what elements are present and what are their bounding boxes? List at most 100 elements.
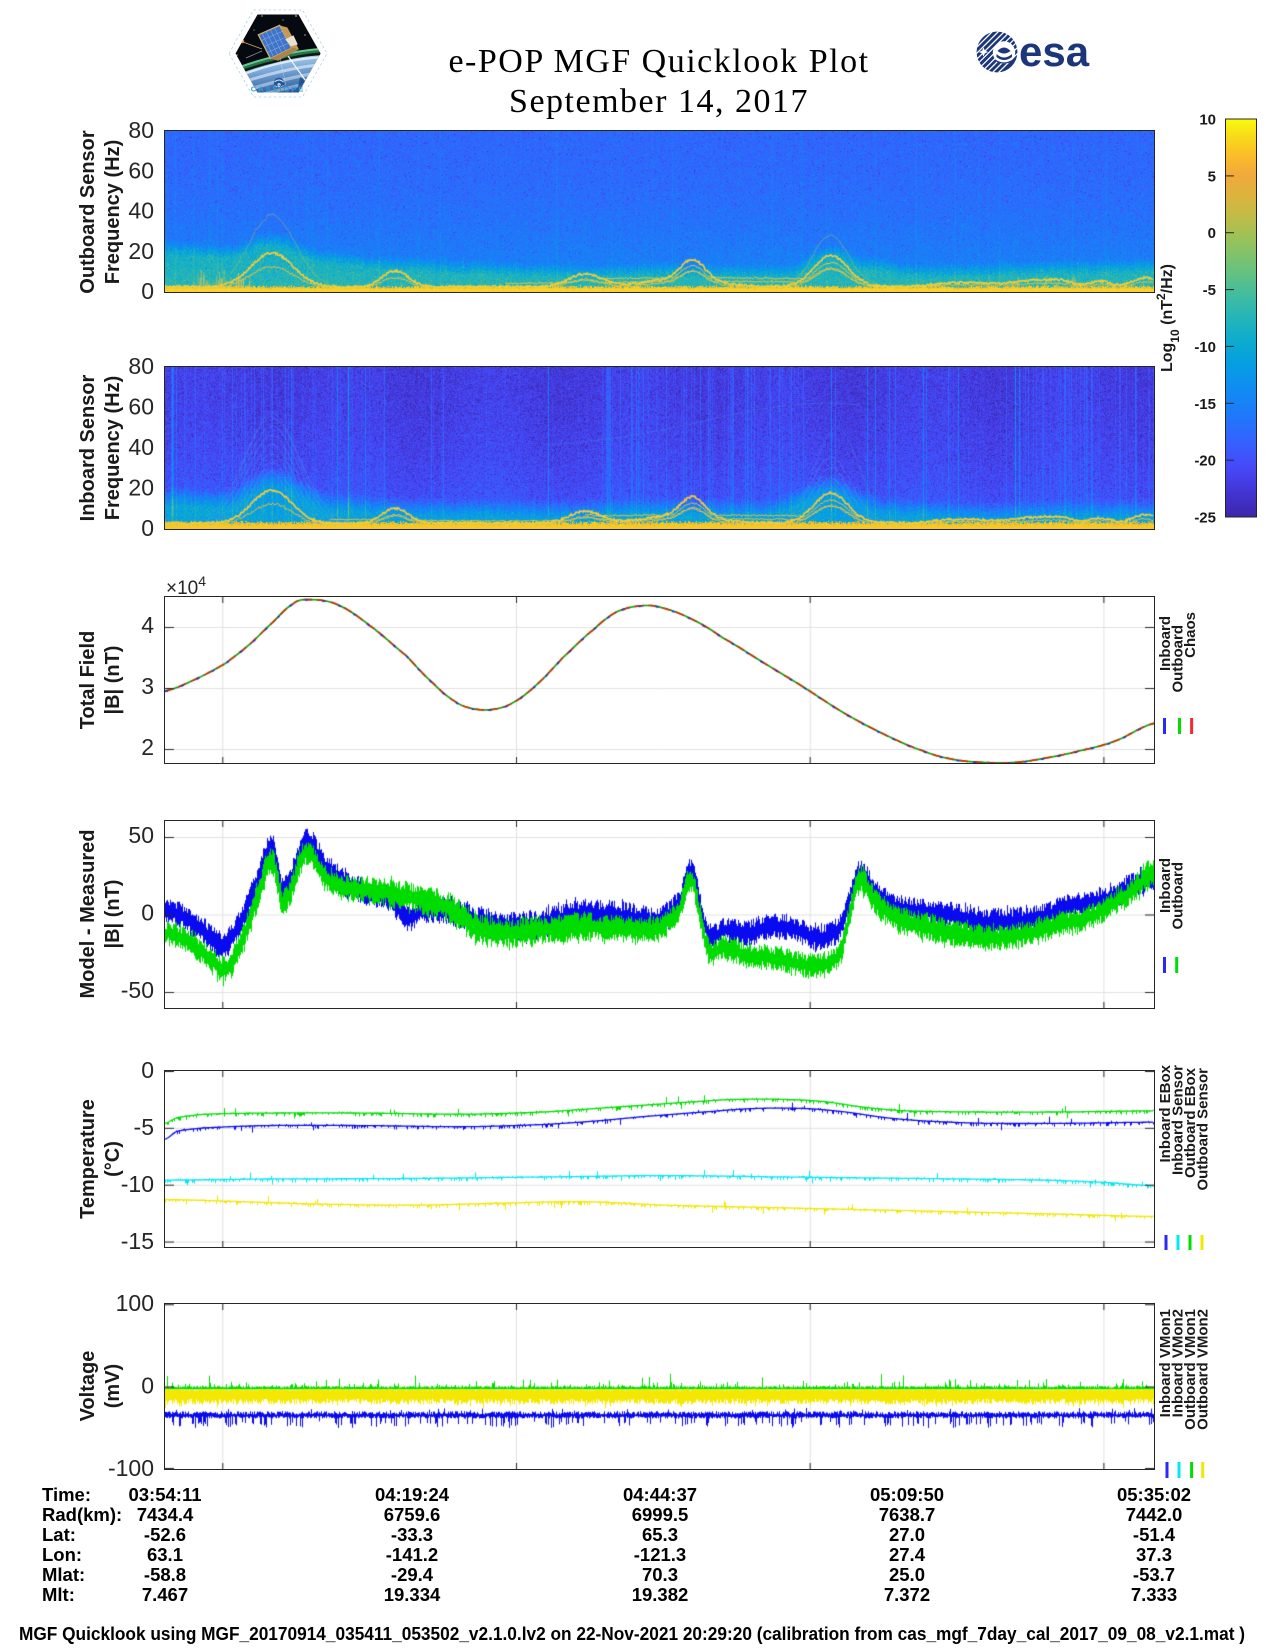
svg-text:Outboard: Outboard — [1170, 625, 1187, 693]
svg-text:7.372: 7.372 — [884, 1584, 930, 1605]
svg-text:0: 0 — [141, 278, 154, 304]
svg-text:esa: esa — [1019, 28, 1090, 75]
svg-text:20: 20 — [128, 238, 154, 264]
svg-text:19.382: 19.382 — [632, 1584, 689, 1605]
svg-text:-5: -5 — [1203, 282, 1216, 299]
svg-text:Inboard Sensor: Inboard Sensor — [77, 374, 99, 521]
svg-text:-50: -50 — [121, 977, 154, 1003]
svg-text:03:54:11: 03:54:11 — [128, 1484, 201, 1505]
svg-text:-53.7: -53.7 — [1133, 1564, 1175, 1585]
svg-text:|B| (nT): |B| (nT) — [102, 646, 124, 715]
svg-text:-10: -10 — [1194, 339, 1216, 356]
svg-text:20: 20 — [128, 475, 154, 501]
svg-text:(mV): (mV) — [102, 1364, 124, 1408]
svg-text:-51.4: -51.4 — [1133, 1524, 1176, 1545]
svg-text:27.0: 27.0 — [889, 1524, 925, 1545]
svg-text:Inboard Sensor: Inboard Sensor — [1170, 1065, 1187, 1175]
svg-text:5: 5 — [1208, 168, 1216, 185]
svg-text:Outboard VMon1: Outboard VMon1 — [1182, 1309, 1199, 1430]
svg-text:0: 0 — [141, 900, 154, 926]
svg-text:Frequency (Hz): Frequency (Hz) — [102, 376, 124, 520]
svg-text:6999.5: 6999.5 — [632, 1504, 689, 1525]
svg-text:Inboard VMon2: Inboard VMon2 — [1170, 1309, 1187, 1417]
svg-text:80: 80 — [128, 117, 154, 143]
svg-text:|B| (nT): |B| (nT) — [102, 880, 124, 949]
svg-text:×104: ×104 — [166, 573, 206, 599]
svg-text:6759.6: 6759.6 — [384, 1504, 441, 1525]
svg-text:40: 40 — [128, 198, 154, 224]
svg-text:-10: -10 — [121, 1171, 154, 1197]
svg-text:-100: -100 — [108, 1455, 154, 1481]
svg-text:10: 10 — [1199, 112, 1216, 129]
svg-text:37.3: 37.3 — [1136, 1544, 1172, 1565]
svg-text:0: 0 — [141, 1057, 154, 1083]
svg-text:0: 0 — [1208, 225, 1216, 242]
svg-text:-121.3: -121.3 — [634, 1544, 686, 1565]
svg-text:Chaos: Chaos — [1182, 612, 1199, 658]
svg-text:-29.4: -29.4 — [391, 1564, 434, 1585]
svg-text:05:09:50: 05:09:50 — [870, 1484, 944, 1505]
svg-text:-52.6: -52.6 — [144, 1524, 186, 1545]
svg-text:70.3: 70.3 — [642, 1564, 678, 1585]
svg-text:Frequency (Hz): Frequency (Hz) — [102, 140, 124, 284]
svg-text:25.0: 25.0 — [889, 1564, 925, 1585]
svg-text:3: 3 — [141, 673, 154, 699]
svg-text:60: 60 — [128, 394, 154, 420]
svg-text:-5: -5 — [134, 1114, 154, 1140]
svg-text:0: 0 — [141, 515, 154, 541]
svg-text:-15: -15 — [1194, 396, 1216, 413]
svg-text:-141.2: -141.2 — [386, 1544, 438, 1565]
svg-text:Inboard EBox: Inboard EBox — [1157, 1064, 1174, 1162]
svg-text:4: 4 — [141, 612, 154, 638]
svg-text:7434.4: 7434.4 — [137, 1504, 194, 1525]
svg-text:(°C): (°C) — [102, 1141, 124, 1177]
svg-text:Inboard: Inboard — [1157, 858, 1174, 913]
svg-text:80: 80 — [128, 353, 154, 379]
svg-text:Outboard Sensor: Outboard Sensor — [1195, 1068, 1212, 1191]
svg-text:-58.8: -58.8 — [144, 1564, 186, 1585]
svg-text:-15: -15 — [121, 1228, 154, 1254]
svg-text:e: e — [277, 82, 281, 89]
svg-text:Outboard: Outboard — [1170, 862, 1187, 930]
svg-text:Mlt:: Mlt: — [42, 1584, 75, 1605]
svg-text:Lon:: Lon: — [42, 1544, 82, 1565]
svg-text:Mlat:: Mlat: — [42, 1564, 85, 1585]
svg-text:Lat:: Lat: — [42, 1524, 76, 1545]
svg-text:Outboard Sensor: Outboard Sensor — [77, 130, 99, 294]
svg-text:40: 40 — [128, 434, 154, 460]
svg-text:27.4: 27.4 — [889, 1544, 926, 1565]
svg-text:65.3: 65.3 — [642, 1524, 678, 1545]
svg-text:04:19:24: 04:19:24 — [375, 1484, 450, 1505]
svg-text:7.467: 7.467 — [142, 1584, 188, 1605]
svg-text:Inboard: Inboard — [1157, 616, 1174, 671]
svg-text:50: 50 — [128, 822, 154, 848]
svg-text:Temperature: Temperature — [77, 1099, 99, 1219]
svg-text:-20: -20 — [1194, 453, 1216, 470]
svg-text:Outboard VMon2: Outboard VMon2 — [1195, 1309, 1212, 1430]
svg-text:Log10 (nT2/Hz): Log10 (nT2/Hz) — [1154, 264, 1182, 372]
svg-text:Rad(km):: Rad(km): — [42, 1504, 122, 1525]
svg-text:CASSIOPE: CASSIOPE — [251, 85, 305, 94]
svg-text:Inboard VMon1: Inboard VMon1 — [1157, 1309, 1174, 1417]
svg-text:2: 2 — [141, 734, 154, 760]
svg-text:05:35:02: 05:35:02 — [1117, 1484, 1191, 1505]
svg-text:7.333: 7.333 — [1131, 1584, 1177, 1605]
svg-text:60: 60 — [128, 157, 154, 183]
svg-text:e-POP MGF Quicklook Plot: e-POP MGF Quicklook Plot — [448, 43, 869, 80]
svg-text:-33.3: -33.3 — [391, 1524, 433, 1545]
svg-text:Voltage: Voltage — [77, 1351, 99, 1422]
svg-text:MGF Quicklook using MGF_201709: MGF Quicklook using MGF_20170914_035411_… — [19, 1624, 1245, 1644]
svg-text:-25: -25 — [1194, 510, 1216, 527]
svg-text:100: 100 — [116, 1290, 154, 1316]
svg-text:04:44:37: 04:44:37 — [623, 1484, 697, 1505]
svg-text:Time:: Time: — [42, 1484, 91, 1505]
svg-text:Total Field: Total Field — [77, 631, 99, 730]
svg-text:19.334: 19.334 — [384, 1584, 441, 1605]
svg-text:Outboard EBox: Outboard EBox — [1182, 1067, 1199, 1178]
svg-text:63.1: 63.1 — [147, 1544, 183, 1565]
svg-text:7442.0: 7442.0 — [1126, 1504, 1183, 1525]
svg-text:7638.7: 7638.7 — [879, 1504, 936, 1525]
svg-text:September 14, 2017: September 14, 2017 — [509, 83, 809, 120]
svg-text:0: 0 — [141, 1373, 154, 1399]
svg-text:Model - Measured: Model - Measured — [77, 830, 99, 999]
